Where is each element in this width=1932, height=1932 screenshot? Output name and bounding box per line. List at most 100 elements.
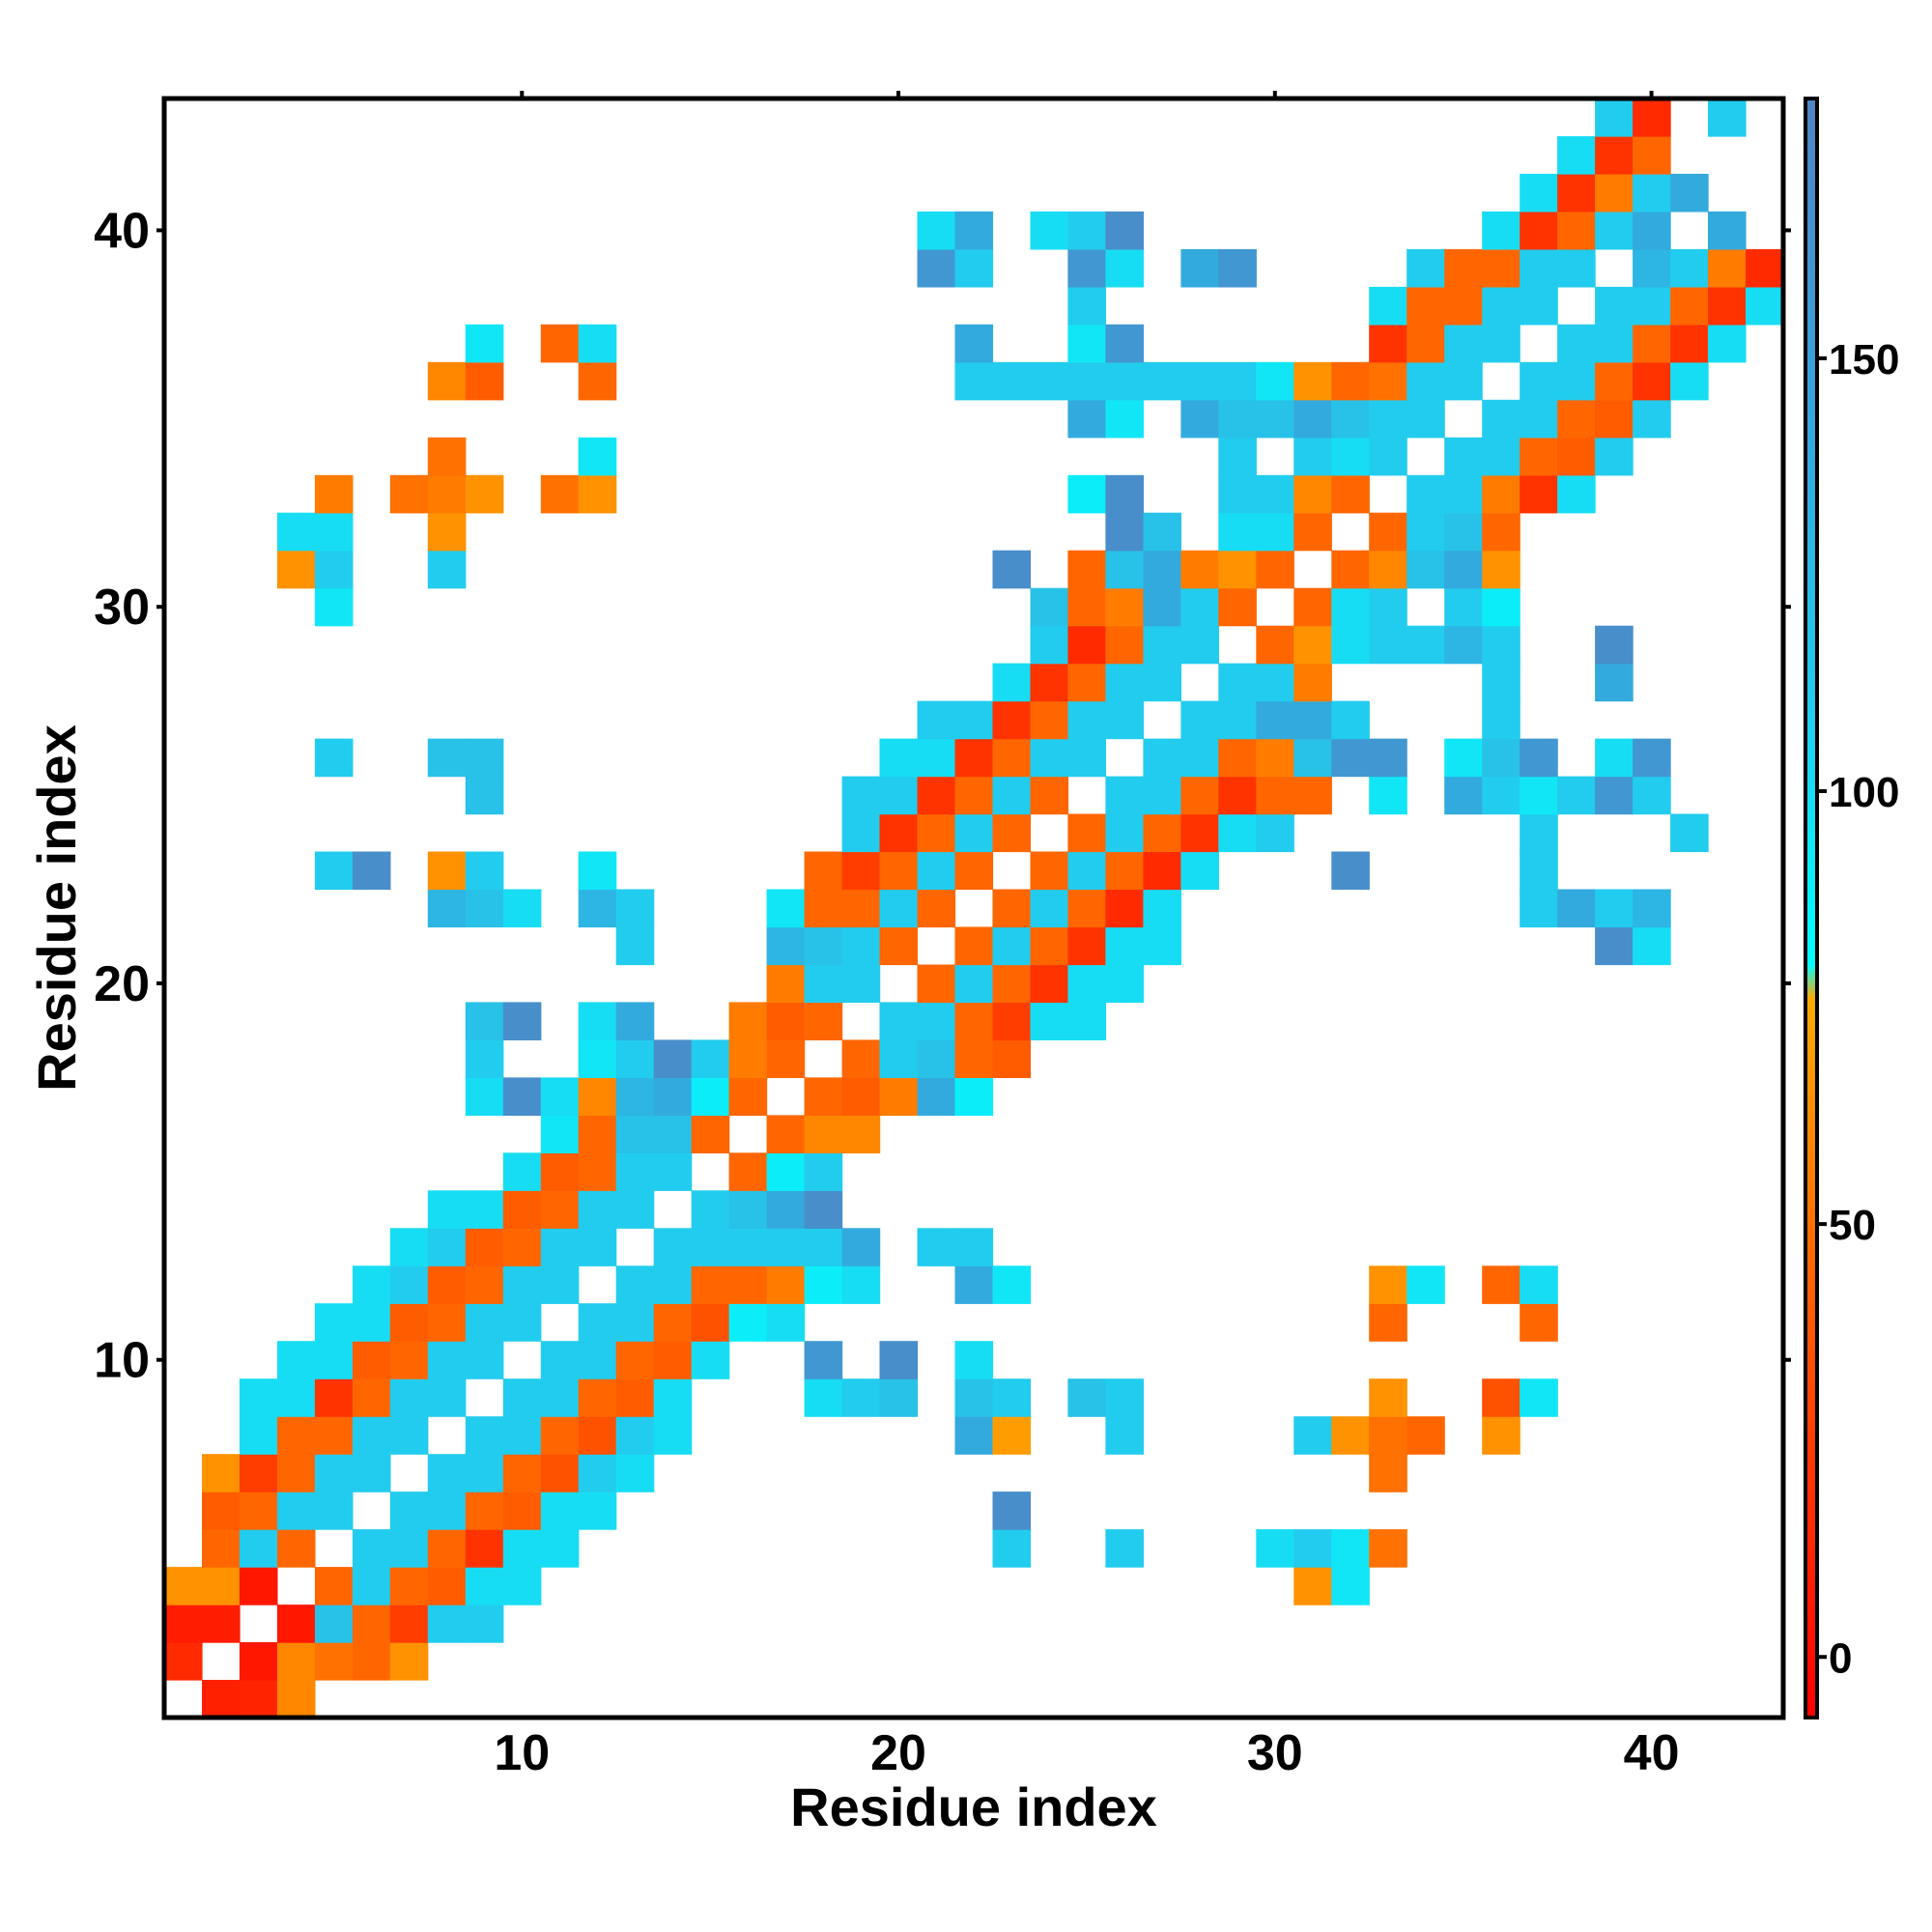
heatmap-cell	[1708, 248, 1747, 288]
heatmap-cell	[1105, 550, 1144, 589]
heatmap-cell	[1595, 173, 1634, 213]
heatmap-cell	[879, 889, 919, 928]
heatmap-cell	[1105, 964, 1144, 1004]
heatmap-cell	[239, 1454, 278, 1492]
heatmap-cell	[202, 1529, 241, 1568]
heatmap-cell	[1482, 474, 1520, 514]
heatmap-cell	[389, 1303, 429, 1342]
heatmap-cell	[1369, 324, 1407, 363]
heatmap-cell	[992, 663, 1032, 702]
heatmap-cell	[502, 1265, 542, 1304]
heatmap-cell	[239, 1680, 278, 1719]
heatmap-cell	[653, 1228, 693, 1266]
colorbar-tick-label: 150	[1829, 336, 1899, 384]
heatmap-cell	[314, 1303, 354, 1342]
heatmap-cell	[1256, 1529, 1294, 1568]
heatmap-cell	[1520, 437, 1558, 476]
heatmap-cell	[427, 1228, 467, 1266]
heatmap-cell	[841, 1378, 881, 1417]
heatmap-cell	[804, 926, 843, 966]
heatmap-cell	[615, 1454, 655, 1492]
heatmap-cell	[1331, 1567, 1370, 1605]
heatmap-cell	[352, 851, 391, 891]
colorbar-tick-label: 0	[1829, 1634, 1852, 1682]
heatmap-cell	[1293, 361, 1332, 401]
heatmap-cell	[1256, 663, 1294, 702]
heatmap-cell	[1444, 474, 1483, 514]
heatmap-cell	[1331, 474, 1370, 514]
heatmap-cell	[1105, 813, 1144, 853]
heatmap-cell	[1256, 813, 1294, 853]
heatmap-cell	[352, 1265, 391, 1304]
y-axis-label: Residue index	[26, 724, 87, 1092]
heatmap-cell	[502, 1454, 542, 1492]
heatmap-cell	[540, 1492, 580, 1530]
heatmap-cell	[1180, 738, 1219, 778]
heatmap-cell	[1143, 587, 1181, 627]
heatmap-cell	[728, 1228, 768, 1266]
heatmap-cell	[314, 1642, 354, 1681]
heatmap-cell	[766, 926, 806, 966]
heatmap-cell	[1406, 248, 1445, 288]
heatmap-cell	[1482, 286, 1520, 326]
heatmap-cell	[1293, 1567, 1332, 1605]
heatmap-cell	[653, 1416, 693, 1455]
heatmap-cell	[1105, 399, 1144, 439]
heatmap-cell	[1331, 361, 1370, 401]
heatmap-cell	[766, 1228, 806, 1266]
heatmap-cell	[1369, 1454, 1407, 1492]
heatmap-cell	[1369, 1303, 1407, 1342]
heatmap-cell	[1670, 813, 1709, 853]
heatmap-cell	[502, 1378, 542, 1417]
heatmap-cell	[992, 738, 1032, 778]
heatmap-cell	[954, 964, 994, 1004]
heatmap-cell	[578, 889, 617, 928]
y-tick-label: 20	[94, 956, 150, 1012]
heatmap-cell	[1369, 286, 1407, 326]
heatmap-cell	[1293, 738, 1332, 778]
heatmap-cell	[1331, 625, 1370, 665]
heatmap-cell	[1482, 248, 1520, 288]
heatmap-cell	[879, 776, 919, 815]
heatmap-cell	[1143, 361, 1181, 401]
heatmap-cell	[1067, 248, 1106, 288]
heatmap-cell	[841, 813, 881, 853]
heatmap-cell	[1406, 512, 1445, 552]
heatmap-cell	[1256, 474, 1294, 514]
heatmap-cell	[766, 964, 806, 1004]
heatmap-cell	[653, 1039, 693, 1078]
heatmap-cell	[1557, 437, 1596, 476]
heatmap-cell	[465, 1228, 504, 1266]
heatmap-cell	[276, 1529, 316, 1568]
heatmap-cell	[954, 813, 994, 853]
heatmap-cell	[1293, 776, 1332, 815]
heatmap-cell	[1180, 361, 1219, 401]
heatmap-cell	[276, 1492, 316, 1530]
heatmap-cell	[465, 1529, 504, 1568]
heatmap-cell	[202, 1605, 241, 1643]
heatmap-cell	[954, 248, 994, 288]
heatmap-cell	[804, 1228, 843, 1266]
heatmap-cell	[992, 1002, 1032, 1040]
heatmap-cell	[1218, 587, 1257, 627]
heatmap-cell	[1670, 286, 1709, 326]
heatmap-cell	[804, 1190, 843, 1229]
heatmap-cell	[1595, 437, 1634, 476]
heatmap-cell	[1293, 437, 1332, 476]
heatmap-cell	[389, 1378, 429, 1417]
heatmap-cell	[540, 1228, 580, 1266]
heatmap-cell	[804, 1002, 843, 1040]
heatmap-cell	[352, 1567, 391, 1605]
heatmap-cell	[427, 1567, 467, 1605]
heatmap-cell	[1180, 851, 1219, 891]
heatmap-cell	[314, 1378, 354, 1417]
heatmap-cell	[389, 1529, 429, 1568]
heatmap-cell	[1369, 1265, 1407, 1304]
heatmap-cell	[578, 1341, 617, 1379]
heatmap-cell	[954, 1077, 994, 1116]
heatmap-cell	[766, 1039, 806, 1078]
heatmap-cell	[954, 738, 994, 778]
colorbar-tick-label: 50	[1829, 1202, 1876, 1249]
heatmap-cell	[540, 1190, 580, 1229]
heatmap-cell	[465, 1190, 504, 1229]
